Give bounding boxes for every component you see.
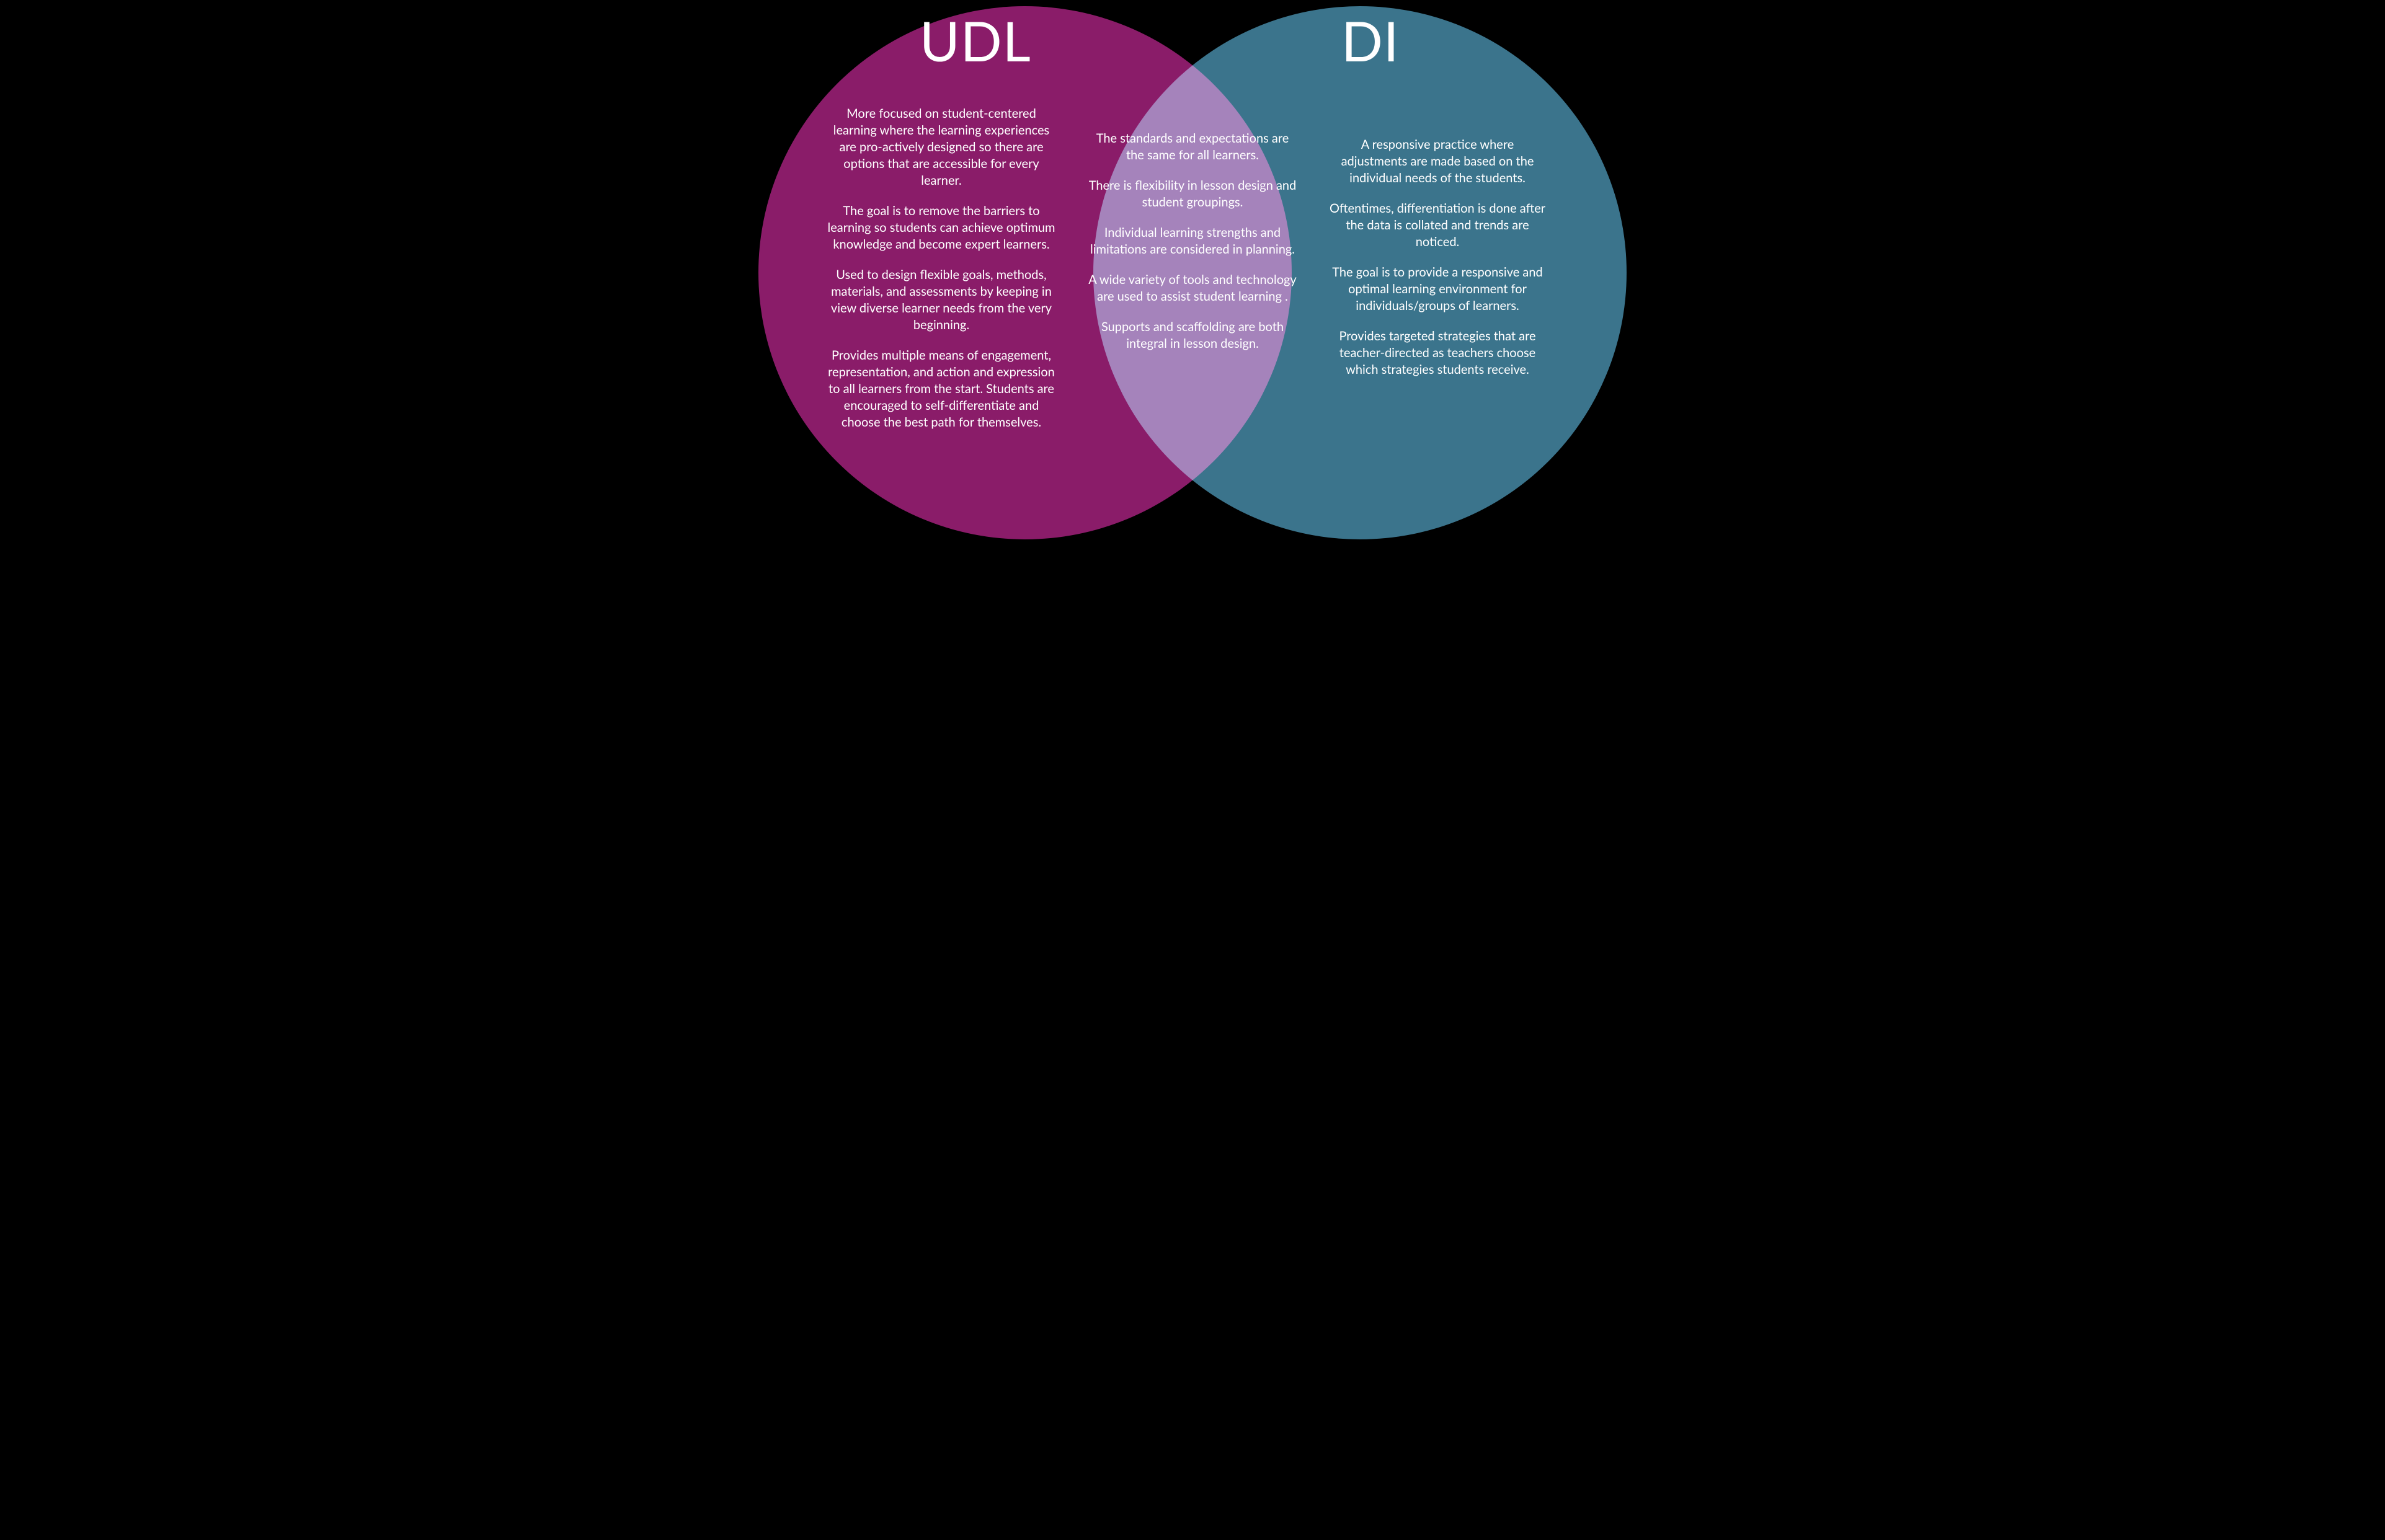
venn-left-p3: Used to design flexible goals, methods, … xyxy=(827,267,1056,334)
venn-center-p2: There is flexibility in lesson design an… xyxy=(1087,177,1298,211)
venn-left-p1: More focused on student-centered learnin… xyxy=(827,105,1056,189)
venn-right-content: A responsive practice where adjustments … xyxy=(1329,136,1546,378)
venn-left-p2: The goal is to remove the barriers to le… xyxy=(827,203,1056,253)
venn-stage: UDL DI More focused on student-centered … xyxy=(758,0,1627,560)
venn-left-p4: Provides multiple means of engagement, r… xyxy=(827,347,1056,431)
venn-center-p1: The standards and expectations are the s… xyxy=(1087,130,1298,164)
venn-right-p2: Oftentimes, differentiation is done afte… xyxy=(1329,200,1546,250)
venn-right-p1: A responsive practice where adjustments … xyxy=(1329,136,1546,187)
venn-center-p4: A wide variety of tools and technology a… xyxy=(1087,272,1298,305)
venn-right-p3: The goal is to provide a responsive and … xyxy=(1329,264,1546,314)
venn-right-p4: Provides targeted strategies that are te… xyxy=(1329,328,1546,378)
venn-title-right: DI xyxy=(1341,7,1400,73)
venn-center-p5: Supports and scaffolding are both integr… xyxy=(1087,319,1298,352)
venn-left-content: More focused on student-centered learnin… xyxy=(827,105,1056,431)
venn-title-left: UDL xyxy=(920,7,1031,73)
venn-center-content: The standards and expectations are the s… xyxy=(1087,130,1298,352)
venn-center-p3: Individual learning strengths and limita… xyxy=(1087,224,1298,258)
